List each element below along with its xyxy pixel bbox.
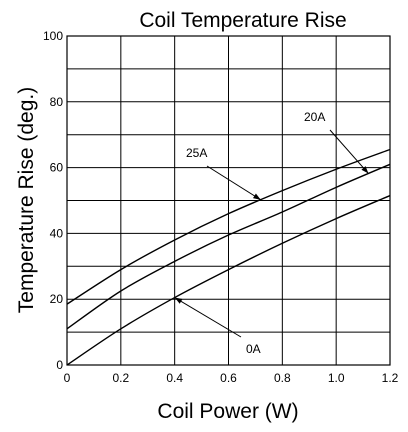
- y-tick-label: 60: [50, 161, 64, 175]
- arrowhead: [174, 297, 183, 304]
- y-tick-label: 100: [43, 29, 63, 43]
- y-tick-labels: 0 20 40 60 80 100: [43, 29, 63, 372]
- y-axis-label: Temperature Rise (deg.): [15, 87, 38, 313]
- x-tick-label: 0: [64, 371, 71, 385]
- series-line-0a: [66, 194, 391, 366]
- series-line-25a: [66, 148, 391, 305]
- x-tick-label: 0.6: [220, 371, 237, 385]
- annotation-arrow: [206, 165, 262, 201]
- annotations: 25A 20A 0A: [174, 110, 369, 356]
- x-tick-label: 1.2: [382, 371, 399, 385]
- x-tick-label: 0.2: [112, 371, 129, 385]
- arrowhead: [252, 193, 261, 200]
- annotation-label-0a: 0A: [246, 342, 261, 356]
- arrowhead: [361, 166, 369, 174]
- x-tick-label: 0.4: [166, 371, 183, 385]
- x-tick-labels: 0 0.2 0.4 0.6 0.8 1.0 1.2: [64, 371, 399, 385]
- grid: [67, 36, 390, 365]
- y-tick-label: 40: [50, 226, 64, 240]
- series-line-20a: [66, 163, 391, 330]
- series-lines: [66, 148, 391, 366]
- annotation-label-20a: 20A: [304, 110, 325, 124]
- y-tick-label: 20: [50, 292, 64, 306]
- y-tick-label: 0: [56, 358, 63, 372]
- x-axis-label: Coil Power (W): [157, 400, 298, 423]
- x-tick-label: 1.0: [328, 371, 345, 385]
- annotation-arrow: [329, 129, 369, 174]
- annotation-arrow: [174, 297, 242, 338]
- chart-title: Coil Temperature Rise: [139, 9, 346, 32]
- annotation-label-25a: 25A: [186, 146, 207, 160]
- x-tick-label: 0.8: [274, 371, 291, 385]
- plot-frame: [66, 35, 391, 366]
- y-tick-label: 80: [50, 95, 64, 109]
